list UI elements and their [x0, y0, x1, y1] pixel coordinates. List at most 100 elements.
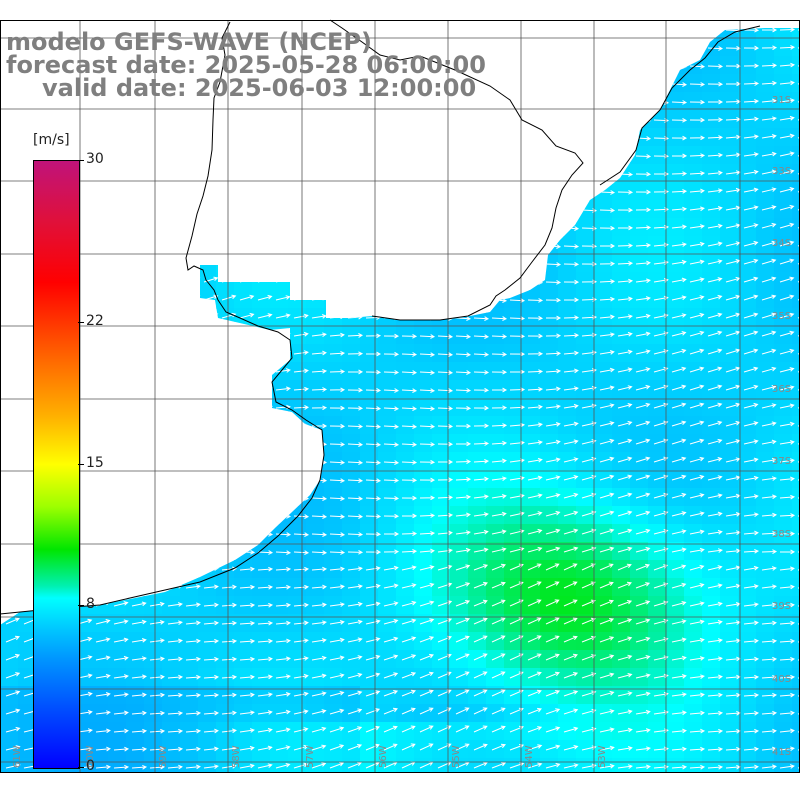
wind-arrow: [455, 743, 470, 751]
wind-cell: [468, 398, 487, 417]
wind-arrow: [563, 421, 579, 427]
wind-arrow: [257, 745, 273, 751]
wind-cell: [630, 164, 649, 183]
wind-cell: [522, 128, 541, 147]
wind-arrow: [365, 424, 382, 429]
wind-arrow: [383, 242, 399, 248]
wind-cell: [72, 110, 91, 129]
wind-cell: [792, 434, 800, 453]
wind-arrow: [635, 528, 651, 535]
wind-cell: [72, 128, 91, 147]
wind-arrow: [671, 601, 687, 607]
wind-cell: [540, 344, 559, 363]
wind-cell: [792, 110, 800, 129]
wind-cell: [216, 200, 235, 219]
wind-arrow: [527, 546, 543, 553]
wind-arrow: [779, 98, 795, 103]
wind-arrow: [95, 171, 112, 177]
wind-arrow: [743, 421, 759, 427]
wind-arrow: [671, 674, 687, 679]
wind-arrow: [473, 547, 489, 553]
wind-arrow: [275, 620, 291, 626]
wind-cell: [486, 182, 505, 201]
wind-arrow: [95, 637, 111, 643]
wind-cell: [432, 344, 451, 363]
wind-cell: [162, 182, 181, 201]
wind-cell: [108, 416, 127, 435]
wind-cell: [162, 362, 181, 381]
wind-cell: [252, 758, 271, 772]
wind-arrow: [617, 278, 634, 284]
wind-arrow: [221, 458, 237, 464]
wind-cell: [126, 200, 145, 219]
wind-arrow: [419, 743, 434, 751]
wind-arrow: [599, 350, 615, 355]
wind-cell: [450, 650, 469, 669]
wind-cell: [288, 128, 307, 147]
wind-arrow: [437, 582, 453, 589]
wind-cell: [288, 110, 307, 129]
wind-cell: [756, 758, 775, 772]
wind-arrow: [131, 135, 148, 141]
wind-arrow: [383, 619, 399, 625]
wind-cell: [486, 28, 505, 39]
wind-cell: [144, 272, 163, 291]
wind-cell: [486, 722, 505, 741]
wind-arrow: [671, 171, 688, 177]
wind-arrow: [455, 243, 472, 249]
wind-arrow: [455, 617, 470, 625]
wind-cell: [792, 542, 800, 561]
wind-arrow: [365, 690, 381, 697]
wind-arrow: [221, 674, 238, 680]
wind-arrow: [383, 278, 400, 284]
wind-cell: [0, 164, 19, 183]
wind-arrow: [203, 403, 219, 409]
wind-arrow: [131, 583, 147, 589]
wind-arrow: [257, 477, 274, 483]
wind-arrow: [149, 764, 166, 770]
wind-arrow: [671, 547, 687, 553]
wind-cell: [504, 398, 523, 417]
wind-arrow: [545, 546, 561, 553]
wind-cell: [252, 398, 271, 417]
wind-arrow: [689, 366, 705, 373]
wind-cell: [198, 560, 217, 579]
wind-arrow: [221, 476, 237, 482]
wind-cell: [792, 308, 800, 327]
wind-arrow: [131, 438, 147, 445]
wind-cell: [216, 380, 235, 399]
wind-cell: [486, 398, 505, 417]
wind-cell: [270, 506, 289, 525]
wind-arrow: [473, 405, 490, 411]
wind-arrow: [185, 169, 201, 175]
wind-arrow: [5, 672, 21, 679]
wind-arrow: [707, 565, 723, 571]
wind-arrow: [347, 405, 364, 411]
wind-arrow: [329, 550, 346, 555]
wind-cell: [0, 362, 19, 381]
wind-arrow: [761, 366, 777, 373]
wind-arrow: [149, 205, 165, 211]
wind-cell: [252, 416, 271, 435]
wind-cell: [666, 92, 685, 111]
wind-arrow: [221, 258, 237, 265]
wind-cell: [504, 92, 523, 111]
wind-cell: [270, 182, 289, 201]
wind-cell: [324, 308, 343, 327]
wind-arrow: [635, 64, 652, 69]
wind-cell: [198, 326, 217, 345]
wind-cell: [414, 146, 433, 165]
wind-arrow: [617, 474, 633, 481]
wind-cell: [234, 434, 253, 453]
wind-arrow: [743, 294, 759, 301]
wind-arrow: [383, 333, 400, 339]
wind-arrow: [761, 348, 777, 355]
wind-cell: [756, 56, 775, 75]
wind-arrow: [419, 424, 436, 429]
wind-cell: [306, 182, 325, 201]
wind-arrow: [455, 423, 472, 429]
wind-cell: [126, 110, 145, 129]
wind-cell: [360, 380, 379, 399]
wind-cell: [414, 128, 433, 147]
wind-arrow: [347, 708, 363, 715]
